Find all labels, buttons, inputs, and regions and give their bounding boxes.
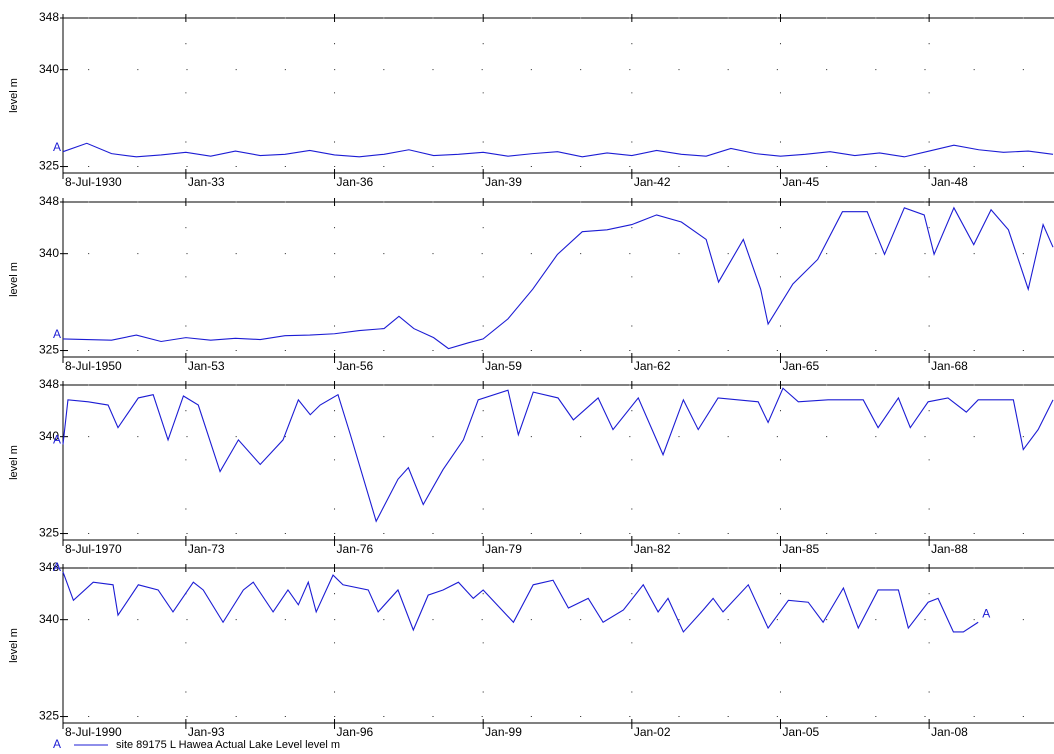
y-tick-label: 340 xyxy=(39,246,59,260)
x-tick-label: Jan-99 xyxy=(485,725,522,739)
y-tick-label: 340 xyxy=(39,612,59,626)
y-tick-label: 325 xyxy=(39,343,59,357)
x-tick-label: Jan-68 xyxy=(931,359,968,373)
x-tick-label: Jan-85 xyxy=(782,542,819,556)
x-tick-label: Jan-05 xyxy=(782,725,819,739)
series-marker-label: A xyxy=(53,433,61,447)
x-tick-label: 8-Jul-1950 xyxy=(65,359,122,373)
series-line xyxy=(62,206,1054,350)
x-tick-label: Jan-56 xyxy=(337,359,374,373)
legend-label: site 89175 L Hawea Actual Lake Level lev… xyxy=(116,739,340,751)
y-tick-label: 325 xyxy=(39,159,59,173)
x-tick-label: Jan-08 xyxy=(931,725,968,739)
y-axis-title: level m xyxy=(8,262,20,297)
series-line xyxy=(62,142,1054,158)
y-tick-label: 325 xyxy=(39,709,59,723)
x-tick-label: Jan-36 xyxy=(337,175,374,189)
y-axis-title: level m xyxy=(8,78,20,113)
x-tick-label: 8-Jul-1990 xyxy=(65,725,122,739)
x-tick-label: Jan-73 xyxy=(188,542,225,556)
x-tick-label: Jan-48 xyxy=(931,175,968,189)
x-tick-label: Jan-02 xyxy=(634,725,671,739)
x-tick-label: Jan-62 xyxy=(634,359,671,373)
y-axis-title: level m xyxy=(8,445,20,480)
x-tick-label: Jan-96 xyxy=(337,725,374,739)
series-line xyxy=(62,387,1054,523)
series-line xyxy=(62,571,979,633)
series-marker-label: A xyxy=(982,606,990,620)
series-marker-label: A xyxy=(53,140,61,154)
y-tick-label: 348 xyxy=(39,194,59,208)
series-marker-label: A xyxy=(53,560,61,574)
y-tick-label: 325 xyxy=(39,526,59,540)
x-tick-label: 8-Jul-1970 xyxy=(65,542,122,556)
x-tick-label: Jan-45 xyxy=(782,175,819,189)
y-tick-label: 348 xyxy=(39,377,59,391)
legend-symbol: A xyxy=(53,737,61,751)
y-tick-label: 348 xyxy=(39,560,59,574)
x-tick-label: Jan-79 xyxy=(485,542,522,556)
y-axis-title: level m xyxy=(8,628,20,663)
x-tick-label: Jan-39 xyxy=(485,175,522,189)
x-tick-label: Jan-88 xyxy=(931,542,968,556)
x-tick-label: Jan-59 xyxy=(485,359,522,373)
x-tick-label: 8-Jul-1930 xyxy=(65,175,122,189)
x-tick-label: Jan-76 xyxy=(337,542,374,556)
y-tick-label: 340 xyxy=(39,429,59,443)
series-marker-label: A xyxy=(53,327,61,341)
y-tick-label: 348 xyxy=(39,10,59,24)
x-tick-label: Jan-53 xyxy=(188,359,225,373)
x-tick-label: Jan-65 xyxy=(782,359,819,373)
x-tick-label: Jan-33 xyxy=(188,175,225,189)
x-tick-label: Jan-42 xyxy=(634,175,671,189)
x-tick-label: Jan-82 xyxy=(634,542,671,556)
x-tick-label: Jan-93 xyxy=(188,725,225,739)
y-tick-label: 340 xyxy=(39,62,59,76)
